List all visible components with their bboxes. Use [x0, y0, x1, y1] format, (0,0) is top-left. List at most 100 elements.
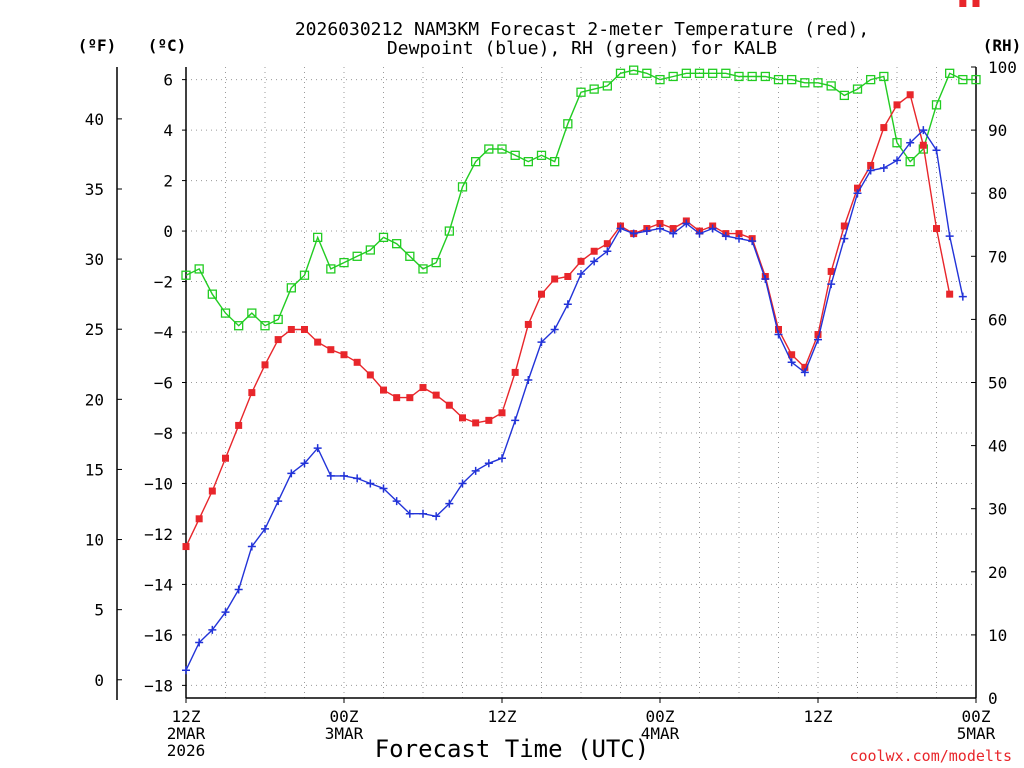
- dewpoint-point: [471, 466, 480, 475]
- rh-point: [839, 90, 849, 101]
- dewpoint-point: [366, 479, 375, 488]
- temperature-point: [801, 363, 809, 371]
- celsius-tick-label: −10: [144, 474, 173, 493]
- dewpoint-point: [234, 585, 243, 594]
- rh-point: [747, 71, 757, 82]
- dewpoint-point: [340, 471, 348, 480]
- temperature-point: [577, 257, 585, 265]
- temperature-point: [538, 290, 545, 298]
- rh-tick-label: 60: [988, 310, 1007, 329]
- rh-point: [800, 78, 810, 88]
- rh-point: [365, 245, 375, 255]
- dewpoint-point: [906, 138, 915, 147]
- rh-point: [471, 156, 481, 167]
- temperature-point: [511, 368, 519, 376]
- rh-point: [642, 68, 652, 78]
- temperature-point: [419, 384, 427, 392]
- temperature-point: [485, 416, 493, 424]
- temperature-point: [564, 272, 572, 280]
- celsius-tick-label: −2: [154, 273, 173, 292]
- rh-point: [708, 68, 718, 78]
- rh-point: [760, 71, 770, 82]
- fahrenheit-tick-label: 25: [85, 320, 104, 339]
- dewpoint-point: [550, 325, 559, 334]
- dewpoint-point: [787, 358, 796, 367]
- temperature-point: [287, 325, 295, 333]
- dewpoint-point: [577, 269, 585, 278]
- fahrenheit-tick-label: 5: [94, 601, 104, 620]
- temperature-point: [182, 543, 190, 551]
- temperature-point: [590, 247, 598, 255]
- dewpoint-point: [326, 471, 335, 480]
- rh-tick-label: 50: [988, 374, 1007, 393]
- rh-point: [286, 283, 296, 293]
- rh-point: [563, 119, 573, 129]
- rh-point: [431, 257, 441, 268]
- rh-point: [405, 251, 415, 261]
- rh-point: [550, 156, 560, 167]
- rh-point: [971, 74, 981, 85]
- rh-point: [510, 150, 520, 160]
- temperature-point: [432, 391, 440, 399]
- rh-point: [247, 308, 257, 318]
- temperature-point: [656, 219, 664, 227]
- time-tick-label: 00Z: [646, 707, 675, 726]
- rh-point: [418, 264, 428, 274]
- rh-series: [181, 65, 981, 331]
- rh-point: [615, 68, 626, 78]
- time-tick-label: 00Z: [962, 707, 991, 726]
- dewpoint-point: [353, 474, 362, 483]
- dewpoint-point: [379, 484, 388, 493]
- rh-tick-label: 90: [988, 121, 1007, 140]
- celsius-tick-label: 6: [163, 71, 173, 90]
- celsius-tick-label: 0: [163, 222, 173, 241]
- rh-point: [497, 144, 507, 154]
- dewpoint-point: [300, 459, 309, 468]
- grid-lines: [186, 67, 976, 698]
- rh-point: [220, 308, 231, 318]
- temperature-line: [185, 93, 951, 547]
- dewpoint-point: [919, 126, 928, 135]
- rh-point: [852, 84, 863, 94]
- dewpoint-point: [800, 368, 809, 377]
- rh-point: [629, 65, 639, 75]
- temperature-point: [459, 414, 466, 422]
- fahrenheit-tick-label: 15: [85, 460, 104, 479]
- celsius-tick-label: −4: [154, 323, 173, 342]
- rh-point: [181, 270, 191, 280]
- temperature-point: [314, 338, 322, 346]
- rh-point: [194, 264, 204, 274]
- dewpoint-point: [419, 509, 427, 518]
- temperature-point: [524, 320, 532, 328]
- rh-point: [681, 68, 691, 78]
- dewpoint-point: [445, 499, 454, 508]
- x-axis-title: Forecast Time (UTC): [375, 735, 650, 763]
- temperature-point: [445, 401, 453, 409]
- rh-point: [721, 68, 731, 78]
- dewpoint-point: [458, 479, 467, 488]
- dewpoint-point: [511, 416, 520, 425]
- temperature-point: [880, 124, 888, 132]
- celsius-tick-label: −12: [144, 525, 173, 544]
- rh-point: [945, 68, 955, 78]
- rh-point: [892, 138, 902, 148]
- temperature-point: [840, 222, 848, 230]
- celsius-tick-label: −6: [154, 374, 173, 393]
- rh-point: [958, 74, 968, 85]
- dewpoint-point: [484, 459, 493, 468]
- celsius-tick-label: 2: [163, 172, 173, 191]
- dewpoint-point: [708, 224, 717, 233]
- unit-label-celsius: (ºC): [148, 36, 187, 55]
- rh-point: [234, 321, 244, 331]
- dewpoint-point: [945, 232, 954, 241]
- chart-title-line2: Dewpoint (blue), RH (green) for KALB: [387, 38, 777, 59]
- rh-point: [523, 156, 533, 167]
- dewpoint-point: [182, 666, 190, 675]
- rh-point: [273, 314, 283, 325]
- dewpoint-point: [761, 275, 770, 284]
- rh-point: [313, 232, 323, 243]
- temperature-point: [222, 454, 229, 462]
- rh-point: [326, 264, 336, 274]
